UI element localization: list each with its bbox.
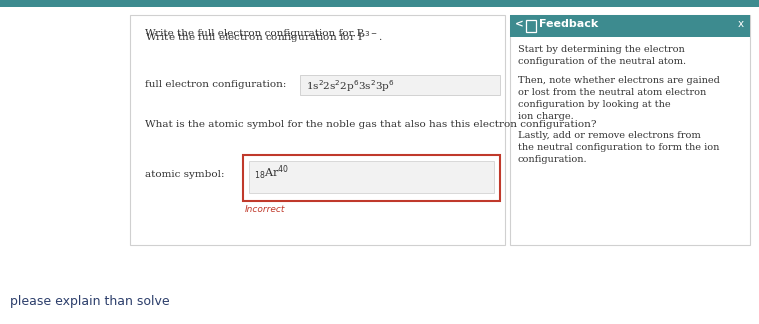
- Text: atomic symbol:: atomic symbol:: [145, 170, 225, 179]
- Text: Lastly, add or remove electrons from: Lastly, add or remove electrons from: [518, 131, 701, 140]
- Text: What is the atomic symbol for the noble gas that also has this electron configur: What is the atomic symbol for the noble …: [145, 120, 597, 129]
- FancyBboxPatch shape: [510, 15, 750, 37]
- FancyBboxPatch shape: [249, 161, 494, 193]
- Text: Incorrect: Incorrect: [245, 205, 285, 214]
- Text: configuration of the neutral atom.: configuration of the neutral atom.: [518, 57, 686, 66]
- FancyBboxPatch shape: [0, 0, 759, 7]
- Text: 1s$^2$2s$^2$2p$^6$3s$^2$3p$^6$: 1s$^2$2s$^2$2p$^6$3s$^2$3p$^6$: [306, 78, 395, 94]
- FancyBboxPatch shape: [300, 75, 500, 95]
- Text: configuration by looking at the: configuration by looking at the: [518, 100, 671, 109]
- Text: Start by determining the electron: Start by determining the electron: [518, 45, 685, 54]
- Text: the neutral configuration to form the ion: the neutral configuration to form the io…: [518, 143, 720, 152]
- Text: $_{18}$Ar$^{40}$: $_{18}$Ar$^{40}$: [254, 164, 289, 182]
- Text: x: x: [738, 19, 744, 29]
- Text: ion charge.: ion charge.: [518, 112, 574, 121]
- Text: Write the full electron configuration for P$^{3-}$.: Write the full electron configuration fo…: [145, 29, 383, 45]
- Text: configuration.: configuration.: [518, 155, 587, 164]
- Text: please explain than solve: please explain than solve: [10, 295, 169, 308]
- Text: <: <: [515, 19, 524, 29]
- FancyBboxPatch shape: [510, 15, 750, 245]
- Text: Write the full electron configuration for P.: Write the full electron configuration fo…: [145, 29, 365, 38]
- Text: full electron configuration:: full electron configuration:: [145, 80, 286, 89]
- Text: or lost from the neutral atom electron: or lost from the neutral atom electron: [518, 88, 707, 97]
- Text: Feedback: Feedback: [539, 19, 598, 29]
- FancyBboxPatch shape: [130, 15, 505, 245]
- Text: Then, note whether electrons are gained: Then, note whether electrons are gained: [518, 76, 720, 85]
